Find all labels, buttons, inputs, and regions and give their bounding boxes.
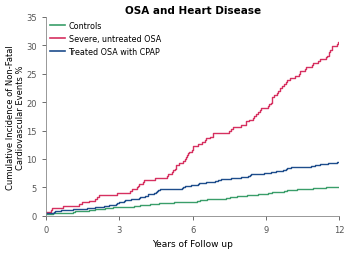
- Y-axis label: Cumulative Incidence of Non-Fatal
Cardiovascular Events %: Cumulative Incidence of Non-Fatal Cardio…: [6, 45, 25, 189]
- X-axis label: Years of Follow up: Years of Follow up: [152, 240, 233, 248]
- Legend: Controls, Severe, untreated OSA, Treated OSA with CPAP: Controls, Severe, untreated OSA, Treated…: [48, 20, 162, 58]
- Title: OSA and Heart Disease: OSA and Heart Disease: [125, 6, 261, 15]
